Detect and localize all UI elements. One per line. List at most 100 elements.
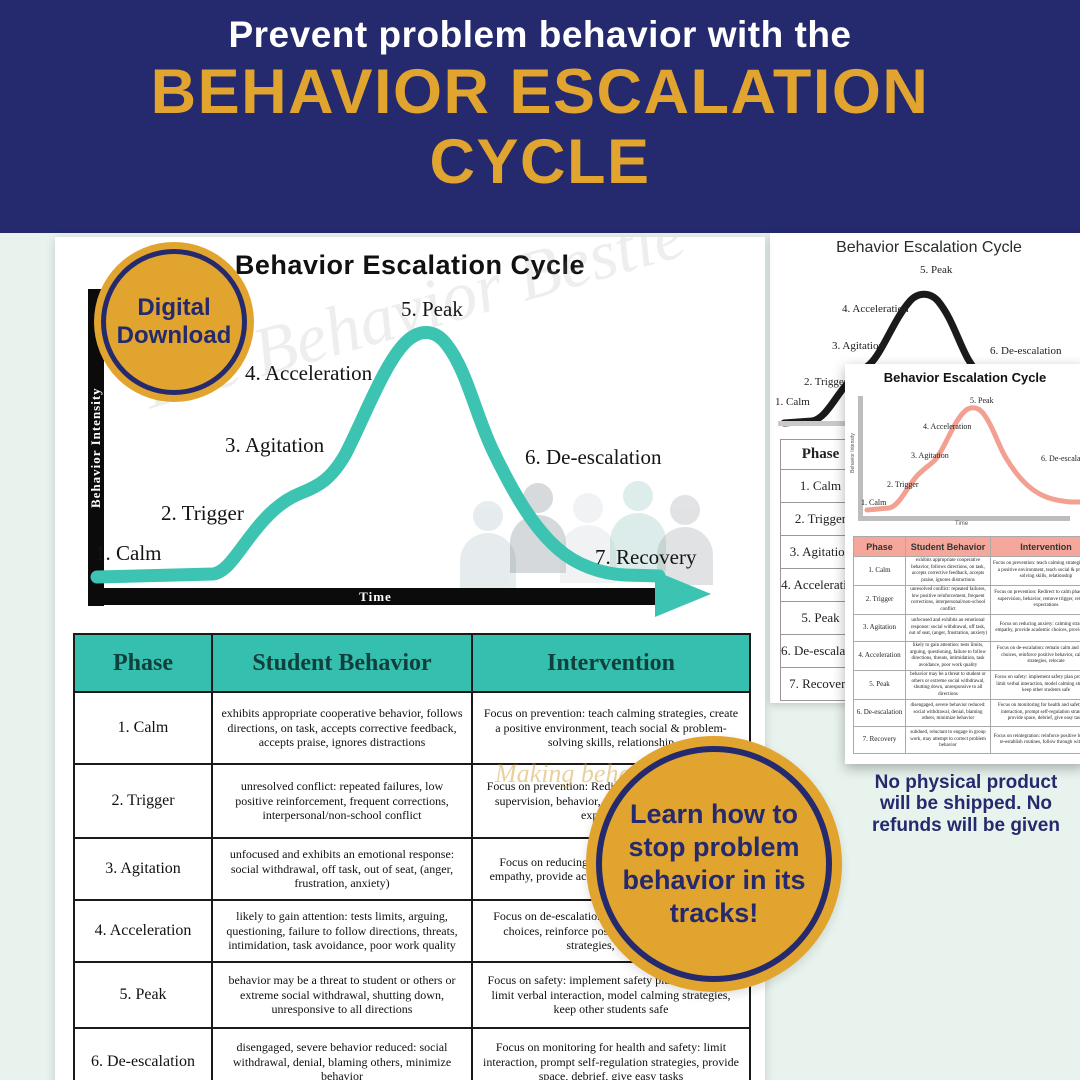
banner-subtitle: Prevent problem behavior with the — [228, 14, 852, 55]
cell-phase: 6. De-escalation — [73, 1027, 213, 1080]
table-row: 1. Calm exhibits appropriate cooperative… — [853, 556, 1080, 586]
cell-behavior: behavior may be a threat to student or o… — [905, 670, 991, 700]
table-row: 6. De-escalation disengaged, severe beha… — [73, 1027, 751, 1080]
learn-badge-line1: Learn how to — [630, 799, 798, 830]
banner-title-line2: CYCLE — [429, 126, 651, 197]
cell-intervention: Focus on reducing anxiety: calming strat… — [990, 614, 1080, 642]
table-header-row: Phase Student Behavior Intervention — [73, 633, 751, 693]
phase-label-trigger: 2. Trigger — [887, 480, 919, 489]
x-axis-bar: Time — [88, 588, 663, 605]
header-phase: Phase — [73, 633, 213, 693]
table-row: 7. Recovery subdued, reluctant to engage… — [853, 726, 1080, 754]
cell-behavior: unresolved conflict: repeated failures, … — [211, 763, 473, 839]
table-row: 3. Agitation unfocused and exhibits an e… — [853, 614, 1080, 642]
silhouette-head — [473, 501, 503, 531]
person-silhouette — [657, 495, 713, 585]
header-phase: Phase — [853, 536, 906, 557]
preview-a-title: Behavior Escalation Cycle — [836, 239, 1022, 256]
digital-badge-line1: Digital — [137, 294, 211, 322]
preview-thumbnail-pink: Behavior Escalation Cycle Behavior Inten… — [845, 364, 1080, 764]
cell-phase: 2. Trigger — [73, 763, 213, 839]
cell-phase: 4. Acceleration — [73, 899, 213, 963]
escalation-curve-chart: Behavior Intensity Time 1. Calm 2. Trigg… — [55, 283, 765, 635]
cell-phase: 5. Peak — [853, 670, 906, 700]
cell-intervention: Focus on reintegration: reinforce positi… — [990, 726, 1080, 754]
phase-label-acceleration: 4. Acceleration — [842, 303, 909, 315]
cell-phase: 4. Acceleration — [853, 641, 906, 671]
cell-phase: 5. Peak — [73, 961, 213, 1029]
header-intervention: Intervention — [990, 536, 1080, 557]
banner-title-line1: BEHAVIOR ESCALATION — [150, 57, 930, 127]
preview-b-phase-table: Phase Student Behavior Intervention 1. C… — [853, 536, 1080, 754]
person-silhouette — [460, 501, 516, 591]
person-silhouette — [610, 481, 666, 571]
time-arrowhead-icon — [655, 571, 711, 617]
silhouette-head — [670, 495, 700, 525]
cell-intervention: Focus on prevention: teach calming strat… — [990, 556, 1080, 586]
phase-label-deescalation: 6. De-escalation — [990, 345, 1062, 357]
silhouette-body — [657, 527, 713, 585]
cell-phase: 3. Agitation — [853, 614, 906, 642]
table-row: 5. Peak behavior may be a threat to stud… — [853, 670, 1080, 700]
disclaimer-line1: No physical product — [874, 772, 1058, 793]
table-row: 5. Peak behavior may be a threat to stud… — [73, 961, 751, 1029]
learn-badge-line3: behavior in its — [622, 865, 806, 895]
learn-badge-line2: stop problem — [628, 832, 800, 863]
phase-label-recovery: 7. Recovery — [595, 545, 697, 569]
preview-b-x-axis — [858, 516, 1070, 521]
cell-phase: 1. Calm — [73, 691, 213, 765]
phase-label-trigger: 2. Trigger — [161, 501, 244, 525]
cell-intervention: Focus on safety: implement safety plan p… — [990, 670, 1080, 700]
header-student-behavior: Student Behavior — [211, 633, 473, 693]
table-row: 2. Trigger unresolved conflict: repeated… — [73, 763, 751, 839]
cell-behavior: exhibits appropriate cooperative behavio… — [211, 691, 473, 765]
table-header-row: Phase Student Behavior Intervention — [853, 536, 1080, 557]
silhouette-body — [610, 513, 666, 571]
phase-label-agitation: 3. Agitation — [832, 340, 884, 352]
cell-phase: 2. Trigger — [853, 585, 906, 615]
cell-phase: 6. De-escalation — [853, 699, 906, 727]
cell-intervention: Focus on prevention: Redirect to calm ph… — [990, 585, 1080, 615]
poster-title: Behavior Escalation Cycle — [234, 250, 586, 280]
disclaimer-line3: refunds will be given — [872, 814, 1060, 836]
cell-phase: 3. Agitation — [73, 837, 213, 901]
header-student-behavior: Student Behavior — [905, 536, 991, 557]
phase-label-trigger: 2. Trigger — [804, 376, 848, 388]
curve-path — [90, 326, 666, 584]
phase-label-calm: 1. Calm — [861, 498, 887, 507]
cell-intervention: Focus on monitoring for health and safet… — [990, 699, 1080, 727]
cell-behavior: behavior may be a threat to student or o… — [211, 961, 473, 1029]
preview-b-y-axis-label: Behavior Intensity — [850, 433, 856, 473]
cell-phase: 7. Recovery — [853, 726, 906, 754]
preview-b-chart: Behavior Intensity Time 5. Peak 4. Accel… — [845, 388, 1080, 530]
digital-badge-line2: Download — [116, 322, 232, 349]
cell-behavior: disengaged, severe behavior reduced: soc… — [211, 1027, 473, 1080]
cell-behavior: unfocused and exhibits an emotional resp… — [905, 614, 991, 642]
phase-label-calm: 1. Calm — [95, 541, 162, 565]
phase-label-peak: 5. Peak — [970, 396, 994, 405]
silhouette-head — [623, 481, 653, 511]
cell-intervention: Focus on monitoring for health and safet… — [471, 1027, 751, 1080]
learn-badge: Learn how to stop problem behavior in it… — [596, 746, 832, 982]
phase-label-calm: 1. Calm — [775, 396, 810, 408]
table-row: 2. Trigger unresolved conflict: repeated… — [853, 585, 1080, 615]
phase-label-peak: 5. Peak — [401, 297, 463, 321]
table-row: 1. Calm exhibits appropriate cooperative… — [73, 691, 751, 765]
preview-b-x-axis-label: Time — [955, 521, 969, 527]
phase-label-agitation: 3. Agitation — [911, 451, 949, 460]
cell-behavior: unresolved conflict: repeated failures, … — [905, 585, 991, 615]
table-row: 4. Acceleration likely to gain attention… — [853, 641, 1080, 671]
cell-behavior: exhibits appropriate cooperative behavio… — [905, 556, 991, 586]
header-intervention: Intervention — [471, 633, 751, 693]
table-row: 6. De-escalation disengaged, severe beha… — [853, 699, 1080, 727]
phase-label-deescalation: 6. De-escalation — [525, 445, 662, 469]
preview-b-curve — [864, 405, 1080, 513]
disclaimer: No physical product will be shipped. No … — [852, 772, 1080, 836]
cell-behavior: disengaged, severe behavior reduced: soc… — [905, 699, 991, 727]
disclaimer-line2: will be shipped. No — [879, 793, 1053, 815]
silhouette-head — [573, 493, 603, 523]
escalation-curve — [90, 326, 711, 617]
curve-path — [864, 405, 1080, 513]
phase-label-acceleration: 4. Acceleration — [245, 361, 373, 385]
